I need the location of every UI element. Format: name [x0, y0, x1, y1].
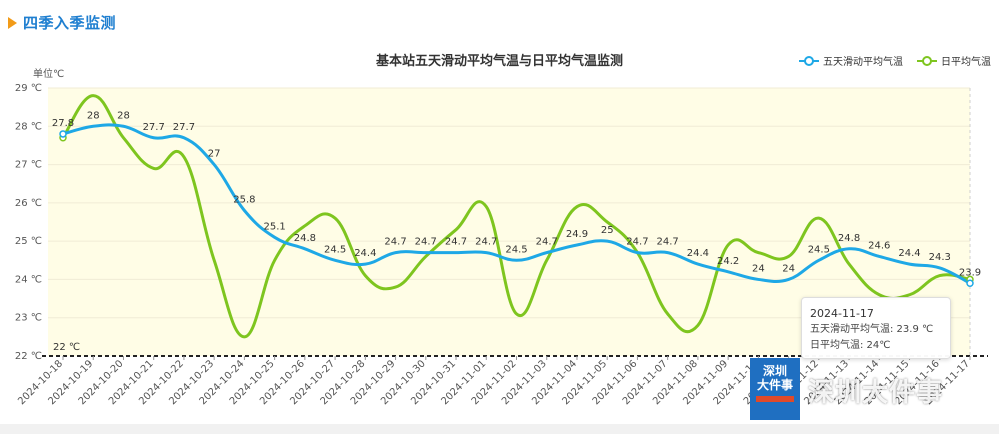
y-tick-label: 27 ℃ — [15, 160, 42, 171]
tooltip-line-2: 日平均气温: 24℃ — [810, 340, 891, 351]
data-label: 27 — [208, 149, 221, 160]
data-label: 24.9 — [566, 229, 588, 240]
data-label: 27.7 — [143, 122, 165, 133]
y-tick-label: 28 ℃ — [15, 121, 42, 132]
data-label: 24.2 — [717, 256, 739, 267]
data-label: 24.3 — [929, 252, 951, 263]
tooltip-date: 2024-11-17 — [810, 307, 874, 320]
data-label: 24.6 — [868, 240, 890, 251]
data-label: 24.7 — [536, 237, 558, 248]
threshold-label: 22 ℃ — [53, 342, 80, 353]
data-label: 24 — [782, 263, 795, 274]
play-triangle-icon — [8, 16, 17, 29]
legend-label-series-1: 日平均气温 — [941, 57, 991, 68]
chart-title: 基本站五天滑动平均气温与日平均气温监测 — [375, 54, 623, 69]
data-label: 24.5 — [808, 244, 830, 255]
data-label: 24.4 — [354, 248, 376, 259]
y-tick-label: 24 ℃ — [15, 274, 42, 285]
data-label: 24.8 — [838, 233, 860, 244]
watermark: 深圳大件事 — [808, 378, 944, 408]
series-line-1 — [61, 94, 971, 339]
legend-swatch-green — [917, 55, 937, 66]
brand-logo: 深圳 大件事 — [750, 358, 800, 420]
data-label: 25 — [601, 225, 614, 236]
data-label: 24.7 — [415, 237, 437, 248]
data-label: 24.7 — [626, 237, 648, 248]
data-label: 24.7 — [445, 237, 467, 248]
y-tick-label: 25 ℃ — [15, 236, 42, 247]
series-line-0 — [62, 123, 971, 285]
data-label: 25.1 — [264, 221, 286, 232]
legend-item-series-0[interactable]: 五天滑动平均气温 — [799, 53, 903, 68]
data-label: 27.7 — [173, 122, 195, 133]
y-tick-label: 22 ℃ — [15, 351, 42, 362]
logo-line-2: 大件事 — [756, 378, 793, 392]
chart-legend: 五天滑动平均气温 日平均气温 — [799, 53, 991, 68]
legend-swatch-blue — [799, 55, 819, 66]
chart-tooltip: 2024-11-17 五天滑动平均气温: 23.9 ℃ 日平均气温: 24℃ — [801, 297, 951, 359]
legend-label-series-0: 五天滑动平均气温 — [823, 57, 903, 68]
y-tick-label: 23 ℃ — [15, 313, 42, 324]
data-label: 24.7 — [384, 237, 406, 248]
section-title: 四季入季监测 — [23, 14, 117, 32]
data-label: 24.8 — [294, 233, 316, 244]
logo-line-1: 深圳 — [762, 364, 787, 378]
footer-bar — [0, 424, 999, 434]
data-label: 24.5 — [324, 244, 346, 255]
data-label: 24.4 — [687, 248, 709, 259]
data-point-series-0 — [59, 130, 67, 138]
data-label: 27.8 — [52, 118, 74, 129]
data-label: 24.7 — [475, 237, 497, 248]
data-label: 28 — [117, 110, 130, 121]
data-label: 23.9 — [959, 267, 981, 278]
data-label: 25.8 — [233, 195, 255, 206]
data-label: 24.4 — [898, 248, 920, 259]
data-label: 24 — [752, 263, 765, 274]
y-tick-label: 29 ℃ — [15, 83, 42, 94]
y-axis-unit-label: 单位℃ — [33, 69, 65, 80]
legend-item-series-1[interactable]: 日平均气温 — [917, 53, 991, 68]
data-label: 24.5 — [505, 244, 527, 255]
data-label: 28 — [87, 110, 100, 121]
data-label: 24.7 — [657, 237, 679, 248]
data-point-series-0 — [966, 279, 974, 288]
tooltip-line-1: 五天滑动平均气温: 23.9 ℃ — [810, 324, 934, 335]
section-header: 四季入季监测 — [8, 12, 116, 33]
y-tick-label: 26 ℃ — [15, 198, 42, 209]
